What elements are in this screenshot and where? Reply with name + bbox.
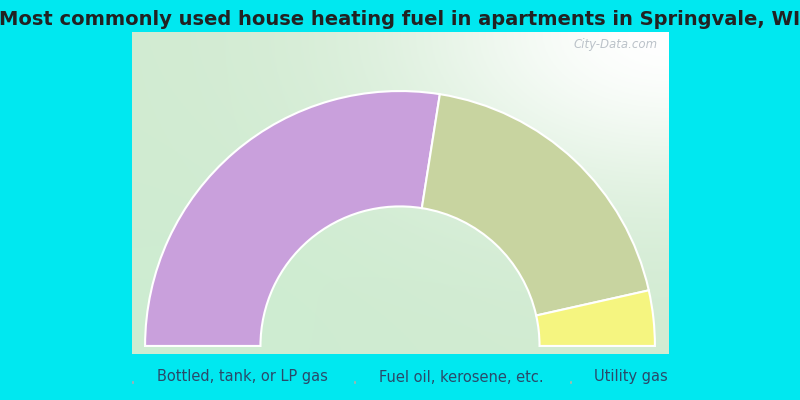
Wedge shape bbox=[536, 290, 655, 346]
Text: City-Data.com: City-Data.com bbox=[574, 38, 658, 52]
Text: Most commonly used house heating fuel in apartments in Springvale, WI: Most commonly used house heating fuel in… bbox=[0, 10, 800, 29]
Legend: Bottled, tank, or LP gas, Fuel oil, kerosene, etc., Utility gas: Bottled, tank, or LP gas, Fuel oil, kero… bbox=[132, 370, 668, 384]
Wedge shape bbox=[145, 91, 440, 346]
Wedge shape bbox=[422, 94, 649, 316]
